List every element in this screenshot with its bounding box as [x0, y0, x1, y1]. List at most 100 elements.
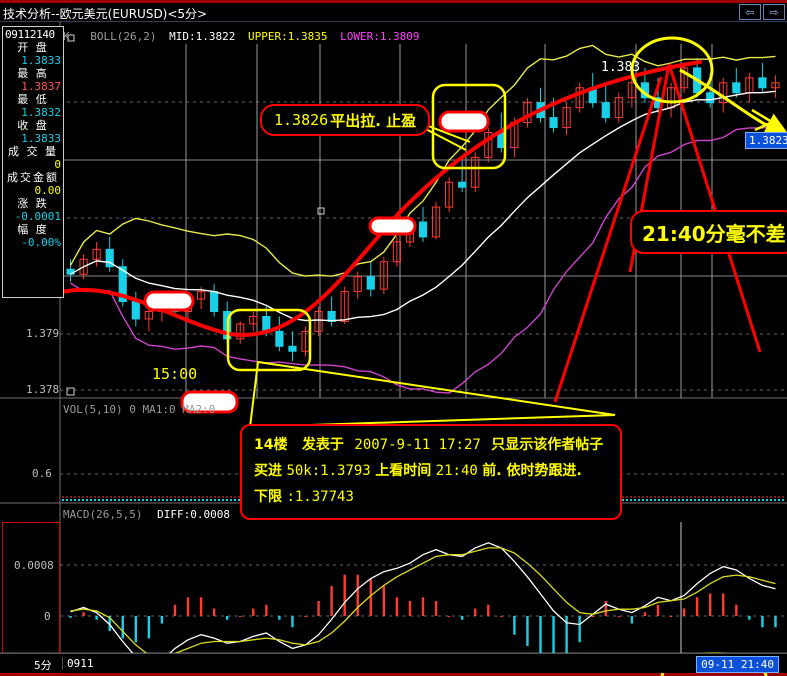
macd-hist-bar: [709, 593, 712, 616]
quote-row-label: 开 盘: [17, 41, 49, 54]
quote-rows: 开 盘 1.3833 最 高 1.3837 最 低 1.3832 收 盘 1.3833 成 交 …: [3, 41, 63, 249]
quote-row: 收 盘 1.3833: [3, 119, 63, 145]
title-bar: 技术分析--欧元美元(EURUSD)<5分> ⇦ ⇨: [0, 3, 787, 22]
forum-floor: 14楼: [254, 437, 288, 453]
quote-row: 开 盘 1.3833: [3, 41, 63, 67]
candle-body: [445, 181, 454, 208]
macd-hist-bar: [212, 608, 216, 616]
quote-row-value: -0.0001: [14, 210, 61, 223]
macd-hist-bar: [460, 616, 464, 620]
macd-hist-bar: [408, 601, 412, 616]
macd-hist-bar: [774, 616, 777, 628]
chart-marker-1: [317, 207, 325, 215]
candle-body: [627, 82, 636, 99]
candle-body: [196, 291, 206, 300]
macd-hist-bar: [539, 616, 542, 658]
yellow-note-pointer: [248, 360, 616, 429]
quote-row-value: 0: [54, 158, 61, 171]
candle-body: [758, 77, 767, 89]
annotation-top-note: 1.3826 平出拉. 止盈: [260, 104, 431, 136]
last-price-chip: 1.3823: [745, 132, 787, 149]
macd-hist-bar: [265, 604, 268, 616]
macd-hist-bar: [526, 616, 529, 646]
macd-hist-bar: [147, 616, 151, 639]
macd-hist-bar: [500, 616, 503, 617]
macd-hist-bar: [591, 616, 594, 617]
macd-hist-bar: [317, 601, 320, 616]
macd-hist-bar: [225, 616, 229, 620]
peak-highlight-ellipse: [630, 36, 714, 104]
macd-hist-bar: [330, 586, 333, 616]
quote-row-label: 幅 度: [17, 223, 49, 236]
status-code: 0911: [62, 657, 94, 670]
quote-row-label: 最 低: [17, 93, 49, 106]
macd-name-label: MACD(26,5,5): [63, 508, 143, 521]
chart-marker-2: [66, 387, 75, 396]
forum-author-filter: 只显示该作者帖子: [491, 437, 604, 453]
candle-body: [340, 291, 349, 322]
boll-lower-value: LOWER:1.3809: [340, 30, 420, 43]
annotation-right-note: 21:40分毫不差: [630, 210, 787, 254]
macd-hist-bar: [735, 604, 738, 616]
back-button[interactable]: ⇦: [739, 4, 761, 20]
quote-row-value: 0.00: [34, 184, 62, 197]
quote-row-label: 成 交 量: [8, 145, 58, 158]
red-left-down-line: [553, 76, 663, 403]
candle-body: [210, 291, 219, 312]
macd-hist-bar: [447, 616, 451, 617]
annotation-top-price: 1.3826: [274, 111, 329, 129]
candle-body: [418, 221, 428, 238]
forward-button[interactable]: ⇨: [763, 4, 785, 20]
macd-hist-bar: [304, 616, 307, 617]
macd-hist-bar: [617, 616, 621, 617]
macd-diff-value: DIFF:0.0008: [157, 508, 230, 521]
forum-target-tail: 前. 依时势跟进.: [482, 463, 582, 479]
quote-code: 09112140: [5, 28, 55, 41]
boll-upper-line: [69, 44, 776, 277]
window-controls: ⇦ ⇨: [739, 4, 785, 20]
quote-row-label: 最 高: [17, 67, 49, 80]
candle-body: [249, 315, 258, 325]
macd-hist-bar: [552, 616, 555, 665]
price-tick-1379: 1.379: [26, 327, 60, 340]
volume-indicator-header: VOL(5,10) 0 MA1:0 MA2:0: [63, 403, 216, 416]
boll-label: BOLL(26,2): [90, 30, 157, 43]
candle-body: [458, 181, 467, 188]
status-period[interactable]: 5分: [34, 659, 52, 672]
candle-body: [314, 310, 323, 332]
quote-row: 最 低 1.3832: [3, 93, 63, 119]
macd-hist-bar: [669, 616, 673, 617]
quote-row-value: 1.3837: [21, 80, 61, 93]
macd-hist-bar: [630, 616, 634, 624]
macd-hist-bar: [173, 604, 177, 616]
candle-body: [275, 330, 284, 347]
macd-hist-bar: [252, 608, 255, 616]
macd-diff-line: [70, 542, 776, 667]
candle-body: [562, 107, 571, 129]
forum-buy-label: 买进: [254, 463, 282, 479]
macd-hist-bar: [513, 616, 516, 635]
macd-hist-bar: [474, 608, 477, 616]
candle-body: [706, 92, 715, 104]
chart-canvas[interactable]: K BOLL(26,2) MID:1.3822 UPPER:1.3835 LOW…: [0, 22, 787, 676]
quote-row-value: 1.3833: [21, 54, 61, 67]
quote-row: 最 高 1.3837: [3, 67, 63, 93]
candle-body: [575, 87, 584, 109]
candle-body: [353, 276, 362, 293]
macd-hist-bar: [421, 597, 425, 616]
macd-hist-bar: [69, 616, 72, 618]
candle-body: [601, 102, 610, 119]
macd-hist-bar: [134, 616, 137, 643]
forum-lower-value: :1.37743: [286, 489, 354, 505]
candle-body: [79, 258, 88, 275]
candle-body: [379, 261, 388, 290]
candle-body: [614, 97, 623, 119]
macd-hist-bar: [186, 597, 190, 616]
quote-row: 涨 跌 -0.0001: [3, 197, 63, 223]
macd-hist-bar: [343, 574, 346, 616]
boll-mid-line: [70, 90, 776, 322]
candle-body: [131, 301, 140, 320]
quote-row: 成交金额 0.00: [3, 171, 63, 197]
macd-histogram: [69, 574, 777, 665]
